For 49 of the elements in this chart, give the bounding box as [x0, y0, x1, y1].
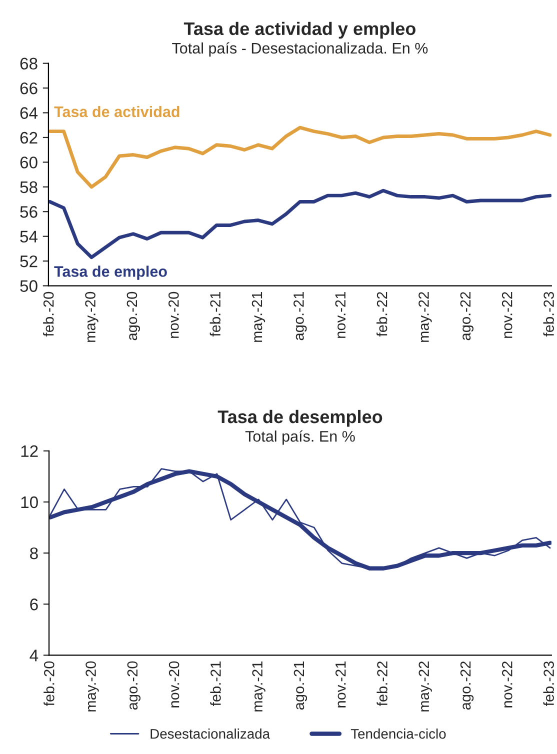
chart-subtitle: Total país - Desestacionalizada. En %	[172, 42, 428, 57]
x-tick-label: nov.-22	[502, 292, 512, 338]
x-tick-label: may.-21	[252, 661, 266, 712]
x-tick-label: feb.-22	[376, 662, 388, 706]
y-tick-label: 10	[21, 496, 38, 508]
x-tick-label: feb.-21	[210, 292, 220, 337]
x-tick-label: ago.-21	[294, 292, 307, 340]
legend-label: Tendencia-ciclo	[350, 728, 446, 739]
x-tick-label: feb.-23	[543, 661, 554, 706]
y-tick-label: 66	[20, 82, 38, 94]
x-tick-label: feb.-23	[543, 292, 554, 337]
x-tick-label: feb.-20	[44, 661, 54, 706]
x-tick-label: ago.-20	[126, 292, 140, 340]
x-tick-label: ago.-21	[294, 661, 308, 710]
y-tick-label: 60	[20, 156, 38, 168]
x-tick-label: nov.-21	[335, 292, 346, 338]
chart-title: Tasa de desempleo	[218, 410, 382, 427]
x-tick-label: feb.-21	[210, 661, 221, 706]
y-tick-label: 52	[20, 255, 38, 268]
series-label: Tasa de actividad	[54, 106, 180, 118]
y-tick-label: 50	[20, 280, 38, 292]
x-tick-label: may.-22	[418, 292, 432, 342]
legend-label: Desestacionalizada	[150, 728, 270, 739]
x-tick-label: may.-21	[252, 292, 266, 342]
x-tick-label: feb.-20	[43, 292, 54, 337]
x-tick-label: ago.-22	[460, 292, 474, 340]
x-tick-label: feb.-22	[376, 292, 388, 337]
chart-subtitle: Total país. En %	[245, 430, 355, 445]
x-tick-label: ago.-20	[127, 661, 140, 710]
y-tick-label: 6	[30, 598, 38, 610]
y-tick-label: 8	[30, 547, 38, 560]
series-label: Tasa de empleo	[54, 266, 167, 280]
y-tick-label: 56	[20, 206, 38, 218]
x-tick-label: ago.-22	[460, 662, 474, 710]
y-tick-label: 4	[30, 650, 38, 662]
y-tick-label: 62	[20, 132, 38, 144]
x-tick-label: nov.-21	[335, 661, 346, 708]
x-tick-label: nov.-20	[168, 292, 179, 338]
x-tick-label: may.-20	[85, 292, 98, 342]
x-tick-label: may.-20	[86, 661, 99, 712]
x-tick-label: nov.-20	[168, 661, 180, 708]
y-tick-label: 64	[20, 107, 38, 119]
x-tick-label: may.-22	[418, 662, 432, 712]
y-tick-label: 58	[20, 181, 38, 194]
chart-title: Tasa de actividad y empleo	[184, 22, 416, 39]
y-tick-label: 12	[21, 445, 38, 457]
y-tick-label: 68	[20, 58, 38, 70]
y-tick-label: 54	[20, 230, 38, 243]
x-tick-label: nov.-22	[502, 662, 512, 708]
